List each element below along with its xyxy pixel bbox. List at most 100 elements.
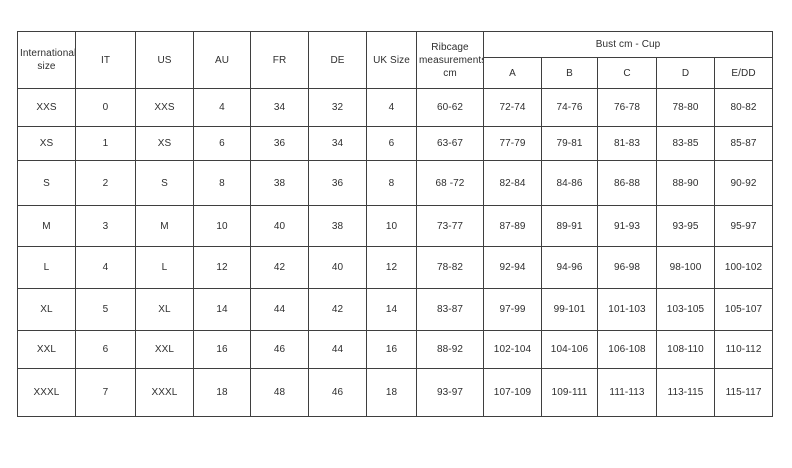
table-cell: 109-111 [541,368,598,417]
header-row-top: International size IT US AU FR DE UK Siz… [17,31,774,89]
table-cell: L [17,246,76,289]
table-cell: 72-74 [483,88,542,127]
table-cell: 96-98 [597,246,657,289]
table-cell: 83-85 [656,126,715,161]
table-cell: 68 -72 [416,160,484,206]
table-row: XXS 0 XXS 4 34 32 4 60-62 72-74 74-76 76-78 78-80 80… [17,88,774,127]
table-cell: 6 [366,126,417,161]
table-cell: XXXL [135,368,194,417]
table-cell: 44 [250,288,309,331]
table-cell: 36 [308,160,367,206]
table-cell: 105-107 [713,288,774,331]
table-cell: 4 [75,246,136,289]
table-cell: S [17,160,76,206]
col-header-international-size: International size [17,31,76,89]
table-cell: 108-110 [656,330,715,369]
col-header-cup-a: A [483,57,542,89]
table-cell: 77-79 [483,126,542,161]
table-cell: 16 [366,330,417,369]
table-cell: 78-80 [656,88,715,127]
table-cell: 6 [193,126,251,161]
table-cell: 8 [366,160,417,206]
table-cell: 1 [75,126,136,161]
table-cell: 2 [75,160,136,206]
table-cell: 103-105 [656,288,715,331]
table-cell: 73-77 [416,205,484,247]
table-row: M 3 M 10 40 38 10 73-77 87-89 89-91 91-93 93-95 95-9… [17,205,774,247]
table-cell: 4 [366,88,417,127]
table-cell: 14 [366,288,417,331]
table-cell: 34 [250,88,309,127]
table-cell: M [135,205,194,247]
table-cell: 16 [193,330,251,369]
table-cell: XL [135,288,194,331]
table-cell: 7 [75,368,136,417]
col-header-de: DE [308,31,367,89]
table-cell: 38 [250,160,309,206]
table-cell: XXL [135,330,194,369]
table-cell: 82-84 [483,160,542,206]
table-cell: 60-62 [416,88,484,127]
table-cell: 87-89 [483,205,542,247]
table-cell: 4 [193,88,251,127]
table-row: XXXL 7 XXXL 18 48 46 18 93-97 107-109 109-111 111-… [17,368,774,417]
table-cell: 40 [250,205,309,247]
table-cell: 14 [193,288,251,331]
table-cell: 91-93 [597,205,657,247]
table-cell: 85-87 [713,126,774,161]
table-cell: M [17,205,76,247]
col-header-cup-edd: E/DD [713,57,774,89]
table-cell: L [135,246,194,289]
table-cell: 38 [308,205,367,247]
table-cell: XS [135,126,194,161]
table-cell: 44 [308,330,367,369]
table-cell: 90-92 [713,160,774,206]
table-cell: XS [17,126,76,161]
table-cell: 102-104 [483,330,542,369]
table-cell: 110-112 [713,330,774,369]
table-cell: XXS [135,88,194,127]
table-cell: XL [17,288,76,331]
table-cell: 10 [366,205,417,247]
table-cell: 97-99 [483,288,542,331]
col-header-us: US [135,31,194,89]
table-cell: 18 [193,368,251,417]
table-cell: 88-90 [656,160,715,206]
table-cell: 107-109 [483,368,542,417]
table-row: L 4 L 12 42 40 12 78-82 92-94 94-96 96-98 98-100 100… [17,246,774,289]
table-cell: 84-86 [541,160,598,206]
table-row: XXL 6 XXL 16 46 44 16 88-92 102-104 104-106 106-10… [17,330,774,369]
table-cell: XXXL [17,368,76,417]
table-cell: 12 [366,246,417,289]
table-cell: 42 [250,246,309,289]
col-header-it: IT [75,31,136,89]
table-cell: 74-76 [541,88,598,127]
col-header-fr: FR [250,31,309,89]
table-cell: 89-91 [541,205,598,247]
table-cell: 12 [193,246,251,289]
table-cell: 10 [193,205,251,247]
table-cell: 113-115 [656,368,715,417]
table-cell: 99-101 [541,288,598,331]
size-chart-table: International size IT US AU FR DE UK Siz… [17,31,774,417]
table-cell: 94-96 [541,246,598,289]
table-cell: S [135,160,194,206]
table-cell: 101-103 [597,288,657,331]
table-cell: 18 [366,368,417,417]
col-header-au: AU [193,31,251,89]
table-cell: 0 [75,88,136,127]
table-cell: 63-67 [416,126,484,161]
table-cell: 106-108 [597,330,657,369]
table-cell: 81-83 [597,126,657,161]
col-header-cup-c: C [597,57,657,89]
table-cell: 36 [250,126,309,161]
col-header-bust-cup-group: Bust cm - Cup [482,31,774,58]
table-cell: 78-82 [416,246,484,289]
table-row: XS 1 XS 6 36 34 6 63-67 77-79 79-81 81-83 83-85 85-8… [17,126,774,161]
table-cell: 86-88 [597,160,657,206]
table-cell: 93-97 [416,368,484,417]
col-header-cup-b: B [541,57,598,89]
table-cell: XXS [17,88,76,127]
size-table-header: International size IT US AU FR DE UK Siz… [17,31,774,89]
